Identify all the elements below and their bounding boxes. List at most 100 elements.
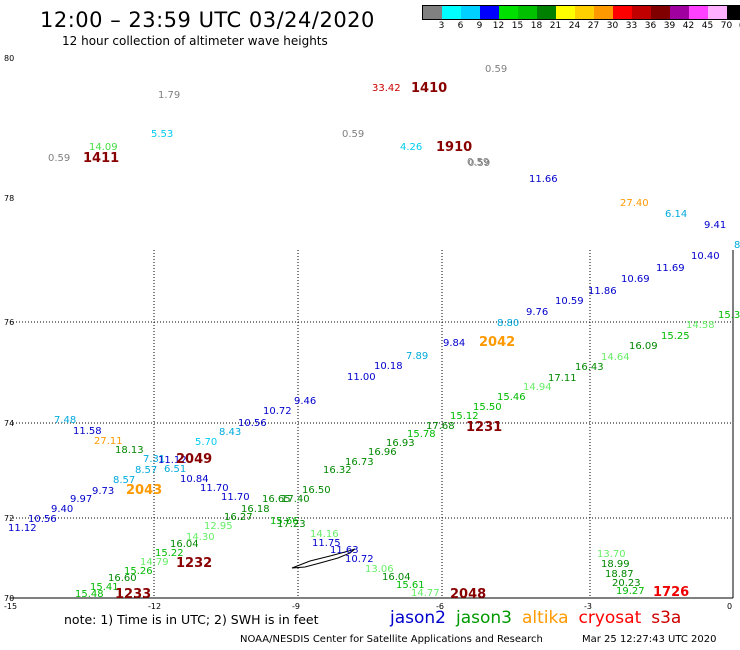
colorbar-label: (ft) [736,21,740,31]
landmass-outline [291,548,356,569]
pass-time-label: 1233 [115,587,151,602]
wave-height-value: 17.40 [281,494,310,505]
colorbar-swatch [499,6,518,19]
wave-height-value: 14.94 [523,382,552,393]
wave-height-value: 11.66 [529,174,558,185]
pass-time-label: 1411 [83,151,119,166]
wave-height-value: 11.00 [347,372,376,383]
colorbar-label: 18 [530,21,543,31]
colorbar-label: 27 [587,21,600,31]
wave-height-value: 0.59 [342,129,364,140]
x-tick-label: -9 [292,602,300,611]
observation-labels: 0.591.795.5314.090.5933.420.590.594.260.… [8,64,740,602]
pass-time-label: 1231 [466,420,502,435]
colorbar-swatch [594,6,613,19]
colorbar-swatch [689,6,708,19]
wave-height-value: 19.27 [616,586,645,597]
y-tick-label: 74 [4,419,14,428]
wave-height-value: 15.12 [450,411,479,422]
colorbar-swatch [670,6,689,19]
wave-height-value: 8.43 [219,427,241,438]
wave-height-value: 15.22 [155,548,184,559]
chart-subtitle: 12 hour collection of altimeter wave hei… [62,34,328,48]
colorbar-swatch [556,6,575,19]
wave-height-value: 9.40 [51,504,73,515]
colorbar-swatch [461,6,480,19]
wave-height-value: 11.12 [8,523,37,534]
wave-height-value: 17.11 [548,373,577,384]
legend-s3a: s3a [651,608,682,628]
wave-height-value: 16.43 [575,362,604,373]
wave-height-value: 16.60 [108,573,137,584]
wave-height-value: 11.63 [330,545,359,556]
pass-time-label: 1232 [176,556,212,571]
wave-height-value: 5.53 [151,129,173,140]
colorbar-swatch [518,6,537,19]
colorbar-swatch [537,6,556,19]
wave-height-value: 16.65 [262,494,291,505]
wave-height-value: 18.13 [115,445,144,456]
colorbar-swatch [480,6,499,19]
y-tick-label: 78 [4,194,14,203]
legend-cryosat: cryosat [578,608,642,628]
y-tick-label: 72 [4,514,14,523]
legend-jason3: jason3 [456,608,512,628]
wave-height-value: 11.70 [221,492,250,503]
wave-height-value: 15.41 [90,582,119,593]
wave-height-value: 10.18 [374,361,403,372]
wave-height-value: 6.51 [164,464,186,475]
wave-height-value: 13.06 [365,564,394,575]
wave-height-value: 9.76 [526,307,548,318]
wave-height-value: 14.30 [186,532,215,543]
wave-height-value: 14.16 [310,529,339,540]
wave-height-value: 7.89 [406,351,428,362]
wave-height-value: 15.48 [75,589,104,600]
wave-height-value: 16.32 [323,465,352,476]
colorbar-label: 9 [476,21,483,31]
wave-height-value: 14.79 [140,557,169,568]
wave-height-value: 11.58 [73,426,102,437]
wave-height-value: 10.40 [691,251,720,262]
wave-height-value: 16.50 [302,485,331,496]
wave-height-value: 0.59 [485,64,507,75]
wave-height-value: 0.59 [467,157,489,168]
grid-lines [10,250,734,599]
wave-height-value: 16.96 [368,447,397,458]
legend-altika: altika [522,608,569,628]
colorbar-label: 21 [549,21,562,31]
y-tick-label: 70 [4,594,14,603]
wave-height-value: 5.70 [195,437,217,448]
wave-height-value: 10.59 [555,296,584,307]
x-tick-label: -12 [148,602,161,611]
axis-ticks: -15 -12 -9 -6 -3 0 80 78 76 74 72 70 [4,54,732,611]
wave-height-value: 15.61 [396,580,425,591]
wave-height-value: 7.48 [54,415,76,426]
x-tick-label: -15 [4,602,17,611]
wave-height-value: 15.50 [473,402,502,413]
y-tick-label: 80 [4,54,14,63]
colorbar-label: 70 [720,21,733,31]
wave-height-value: 16.73 [345,457,374,468]
wave-height-value: 8.57 [113,475,135,486]
wave-height-value: 11.70 [200,483,229,494]
wave-height-value: 10.72 [263,406,292,417]
colorbar-swatch [423,6,442,19]
legend-jason2: jason2 [390,608,446,628]
colorbar-swatch [651,6,670,19]
wave-height-value: 14.77 [411,588,440,599]
wave-height-value: 14.64 [601,352,630,363]
wave-height-value: 8.57 [135,465,157,476]
wave-height-value: 12.95 [204,521,233,532]
wave-height-value: 17.23 [277,519,306,530]
wave-height-value: 0.59 [468,158,490,169]
wave-height-value: 27.40 [620,198,649,209]
wave-height-value: 15.3 [718,310,740,321]
wave-height-value: 16.09 [629,341,658,352]
x-tick-label: -6 [436,602,444,611]
wave-height-value: 18.99 [601,559,630,570]
wave-height-value: 16.04 [170,539,199,550]
wave-height-value: 1.79 [158,90,180,101]
wave-height-value: 27.11 [94,436,123,447]
wave-height-value: 9.84 [443,338,465,349]
wave-height-value: 9.41 [704,220,726,231]
